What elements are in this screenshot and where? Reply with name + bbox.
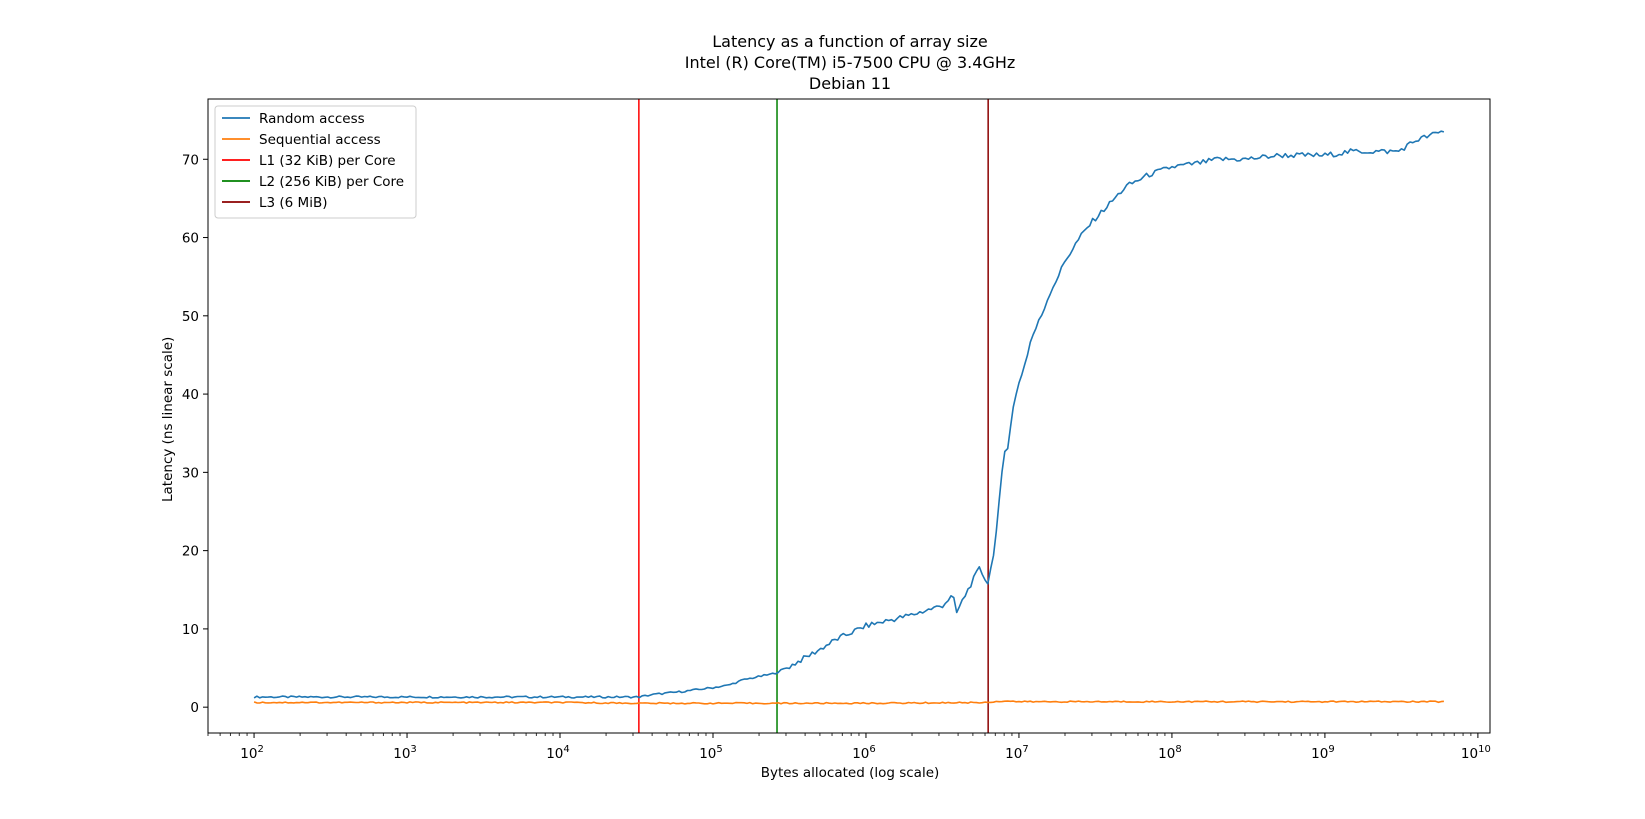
x-tick-label-0: 102: [240, 744, 264, 762]
x-tick-exponent-1: 3: [410, 744, 416, 755]
x-tick-label-5: 107: [1005, 744, 1029, 762]
x-tick-exponent-2: 4: [563, 744, 569, 755]
y-tick-label-4: 40: [182, 387, 199, 403]
legend-label-1: Random access: [259, 111, 365, 127]
x-tick-exponent-8: 10: [1478, 744, 1491, 755]
y-tick-label-1: 10: [182, 622, 199, 638]
plot-area: [253, 99, 1445, 733]
y-tick-label-3: 30: [182, 465, 199, 481]
y-tick-label-0: 0: [190, 700, 199, 716]
x-tick-exponent-5: 7: [1022, 744, 1028, 755]
series-line-2: [253, 700, 1444, 705]
x-tick-label-1: 103: [393, 744, 417, 762]
chart-title-line-2: Intel (R) Core(TM) i5-7500 CPU @ 3.4GHz: [684, 53, 1016, 72]
x-tick-exponent-4: 6: [869, 744, 875, 755]
series-line-1: [253, 130, 1445, 699]
y-tick-label-6: 60: [182, 231, 199, 247]
x-tick-label-3: 105: [699, 744, 723, 762]
y-tick-label-2: 20: [182, 544, 199, 560]
legend: Random access Sequential access L1 (32 KiB…: [214, 105, 417, 219]
x-tick-label-8: 1010: [1461, 744, 1491, 762]
plot-frame: [207, 98, 1491, 734]
x-tick-label-6: 108: [1158, 744, 1182, 762]
x-axis-label: Bytes allocated (log scale): [760, 765, 940, 781]
x-tick-label-4: 106: [852, 744, 876, 762]
legend-label-4: L2 (256 KiB) per Core: [259, 174, 404, 190]
y-tick-label-5: 50: [182, 309, 199, 325]
y-tick-label-7: 70: [182, 152, 199, 168]
chart-title-line-1: Latency as a function of array size: [712, 32, 988, 51]
chart-title-line-3: Debian 11: [808, 74, 892, 93]
legend-box: [214, 105, 417, 219]
y-axis-label: Latency (ns linear scale): [160, 336, 176, 502]
x-tick-exponent-0: 2: [257, 744, 263, 755]
x-tick-exponent-6: 8: [1175, 744, 1181, 755]
x-tick-exponent-3: 5: [716, 744, 722, 755]
x-tick-label-7: 109: [1311, 744, 1335, 762]
legend-label-5: L3 (6 MiB): [259, 195, 327, 211]
legend-label-2: Sequential access: [259, 132, 381, 148]
x-tick-exponent-7: 9: [1328, 744, 1334, 755]
x-tick-label-2: 104: [546, 744, 570, 762]
plot-content: [253, 99, 1445, 733]
legend-label-3: L1 (32 KiB) per Core: [259, 153, 396, 169]
